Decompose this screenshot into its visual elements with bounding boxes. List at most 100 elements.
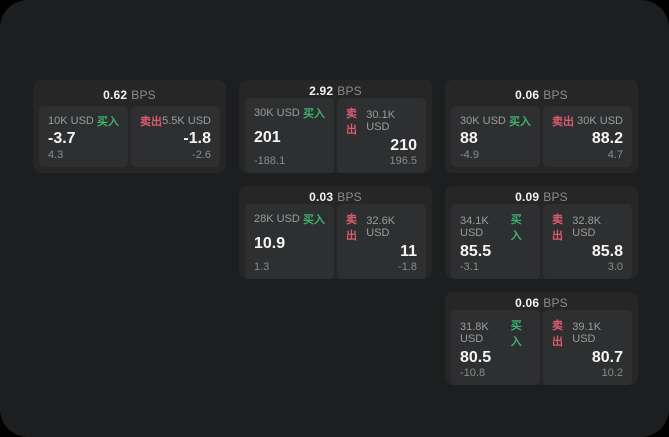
buy-change: -10.8 (460, 366, 486, 379)
buy-side-label: 买入 (510, 320, 522, 348)
buy-change: -188.1 (254, 154, 286, 167)
spread-header: 0.62 BPS (39, 84, 220, 106)
sell-price: 210 (390, 137, 417, 154)
buy-side-label: 买入 (509, 116, 531, 128)
sell-tile-header: 卖出 30K USD (552, 113, 623, 129)
buy-tile[interactable]: 30K USD 买入 201 -188.1 (245, 98, 334, 173)
sell-price: 85.8 (591, 243, 623, 260)
buy-tile[interactable]: 31.8K USD 买入 80.5 -10.8 (451, 310, 540, 385)
spread-header: 0.03 BPS (245, 190, 426, 204)
buy-size: 30K USD (254, 107, 300, 119)
sell-tile-header: 卖出 32.6K USD (346, 211, 417, 243)
sell-size: 30.1K USD (366, 109, 396, 133)
spread-unit-label: BPS (131, 88, 156, 102)
buy-price: 88 (460, 130, 478, 148)
quote-card: 0.06 BPS 30K USD 买入 88 -4.9 卖出 30K USD 8… (445, 80, 638, 173)
buy-size: 30K USD (460, 115, 506, 127)
buy-tile-header: 30K USD 买入 (254, 105, 325, 121)
sell-tile-header: 卖出 30.1K USD (346, 105, 417, 137)
sell-side-label: 卖出 (346, 214, 357, 242)
spread-unit-label: BPS (543, 296, 568, 310)
sell-tile[interactable]: 卖出 5.5K USD -1.8 -2.6 (131, 106, 220, 167)
buy-change: -4.9 (460, 149, 479, 161)
buy-side-label: 买入 (510, 214, 522, 242)
sell-tile[interactable]: 卖出 32.8K USD 85.8 3.0 (543, 204, 632, 279)
buy-tile-header: 28K USD 买入 (254, 211, 325, 227)
quote-tiles: 30K USD 买入 201 -188.1 卖出 30.1K USD 210 1… (245, 98, 426, 173)
buy-tile-header: 30K USD 买入 (460, 113, 531, 129)
buy-side-label: 买入 (303, 108, 325, 120)
quote-tiles: 10K USD 买入 -3.7 4.3 卖出 5.5K USD -1.8 -2.… (39, 106, 220, 167)
sell-size: 30K USD (577, 115, 623, 127)
buy-tile[interactable]: 10K USD 买入 -3.7 4.3 (39, 106, 128, 167)
buy-change: -3.1 (460, 260, 479, 273)
spread-header: 0.06 BPS (451, 84, 632, 106)
quote-card: 2.92 BPS 30K USD 买入 201 -188.1 卖出 30.1K … (239, 80, 432, 173)
sell-tile[interactable]: 卖出 39.1K USD 80.7 10.2 (543, 310, 632, 385)
sell-side-label: 卖出 (552, 116, 574, 128)
buy-price: -3.7 (48, 130, 76, 148)
quote-tiles: 31.8K USD 买入 80.5 -10.8 卖出 39.1K USD 80.… (451, 310, 632, 385)
sell-price: 11 (400, 243, 417, 260)
sell-tile[interactable]: 卖出 30K USD 88.2 4.7 (543, 106, 632, 167)
spread-header: 2.92 BPS (245, 84, 426, 98)
buy-price: 201 (254, 129, 281, 146)
spread-header: 0.09 BPS (451, 190, 632, 204)
sell-tile-header: 卖出 39.1K USD (552, 317, 623, 349)
buy-size: 31.8K USD (460, 321, 489, 345)
spread-value: 0.09 (515, 190, 540, 204)
sell-change: 3.0 (607, 260, 623, 273)
sell-side-label: 卖出 (140, 116, 162, 128)
spread-value: 2.92 (309, 84, 334, 98)
sell-tile-header: 卖出 32.8K USD (552, 211, 623, 243)
sell-side-label: 卖出 (552, 214, 563, 242)
buy-size: 34.1K USD (460, 215, 489, 239)
buy-price: 85.5 (460, 243, 492, 260)
spread-unit-label: BPS (337, 190, 362, 204)
quote-card: 0.03 BPS 28K USD 买入 10.9 1.3 卖出 32.6K US… (239, 186, 432, 279)
spread-header: 0.06 BPS (451, 296, 632, 310)
buy-price: 80.5 (460, 349, 492, 366)
buy-tile[interactable]: 30K USD 买入 88 -4.9 (451, 106, 540, 167)
sell-tile-header: 卖出 5.5K USD (140, 113, 211, 129)
buy-size: 10K USD (48, 115, 94, 127)
quote-tiles: 28K USD 买入 10.9 1.3 卖出 32.6K USD 11 -1.8 (245, 204, 426, 279)
spread-value: 0.06 (515, 296, 540, 310)
sell-tile[interactable]: 卖出 30.1K USD 210 196.5 (337, 98, 426, 173)
quote-tiles: 30K USD 买入 88 -4.9 卖出 30K USD 88.2 4.7 (451, 106, 632, 167)
sell-change: -1.8 (398, 260, 417, 273)
spread-unit-label: BPS (543, 88, 568, 102)
spread-unit-label: BPS (543, 190, 568, 204)
spread-value: 0.06 (515, 88, 540, 102)
buy-change: 1.3 (254, 260, 270, 273)
buy-change: 4.3 (48, 149, 64, 161)
buy-price: 10.9 (254, 235, 286, 252)
sell-size: 32.6K USD (366, 215, 396, 239)
buy-tile[interactable]: 28K USD 买入 10.9 1.3 (245, 204, 334, 279)
quote-card: 0.06 BPS 31.8K USD 买入 80.5 -10.8 卖出 39.1… (445, 292, 638, 385)
quote-tiles: 34.1K USD 买入 85.5 -3.1 卖出 32.8K USD 85.8… (451, 204, 632, 279)
sell-size: 32.8K USD (572, 215, 602, 239)
sell-price: 80.7 (591, 349, 623, 366)
buy-tile-header: 10K USD 买入 (48, 113, 119, 129)
buy-size: 28K USD (254, 213, 300, 225)
spread-unit-label: BPS (337, 84, 362, 98)
buy-tile-header: 34.1K USD 买入 (460, 211, 531, 243)
spread-value: 0.62 (103, 88, 128, 102)
buy-tile[interactable]: 34.1K USD 买入 85.5 -3.1 (451, 204, 540, 279)
sell-price: 88.2 (591, 130, 623, 148)
sell-size: 39.1K USD (572, 321, 602, 345)
sell-tile[interactable]: 卖出 32.6K USD 11 -1.8 (337, 204, 426, 279)
sell-size: 5.5K USD (162, 115, 211, 127)
sell-side-label: 卖出 (552, 320, 563, 348)
sell-price: -1.8 (183, 130, 211, 148)
sell-change: -2.6 (192, 149, 211, 161)
sell-change: 4.7 (607, 149, 623, 161)
quote-card: 0.62 BPS 10K USD 买入 -3.7 4.3 卖出 5.5K USD… (33, 80, 226, 173)
buy-side-label: 买入 (303, 214, 325, 226)
quote-card: 0.09 BPS 34.1K USD 买入 85.5 -3.1 卖出 32.8K… (445, 186, 638, 279)
sell-change: 196.5 (389, 154, 417, 167)
buy-tile-header: 31.8K USD 买入 (460, 317, 531, 349)
sell-side-label: 卖出 (346, 108, 357, 136)
